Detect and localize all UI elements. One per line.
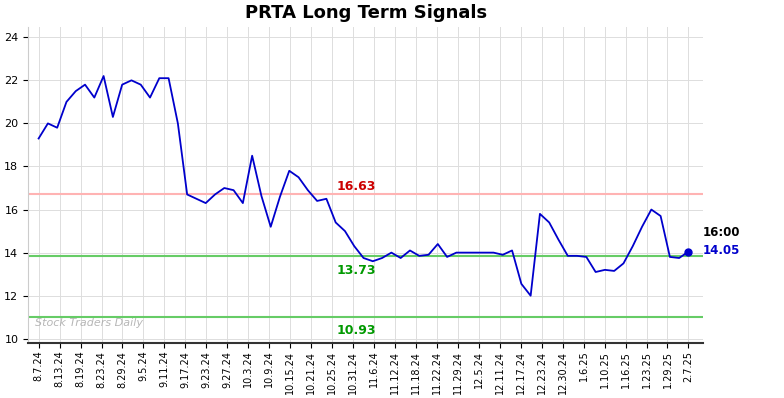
Title: PRTA Long Term Signals: PRTA Long Term Signals — [245, 4, 487, 22]
Text: 16.63: 16.63 — [336, 180, 376, 193]
Text: Stock Traders Daily: Stock Traders Daily — [35, 318, 143, 328]
Text: 14.05: 14.05 — [703, 244, 741, 257]
Text: 10.93: 10.93 — [336, 324, 376, 338]
Text: 16:00: 16:00 — [703, 226, 741, 240]
Text: 13.73: 13.73 — [336, 264, 376, 277]
